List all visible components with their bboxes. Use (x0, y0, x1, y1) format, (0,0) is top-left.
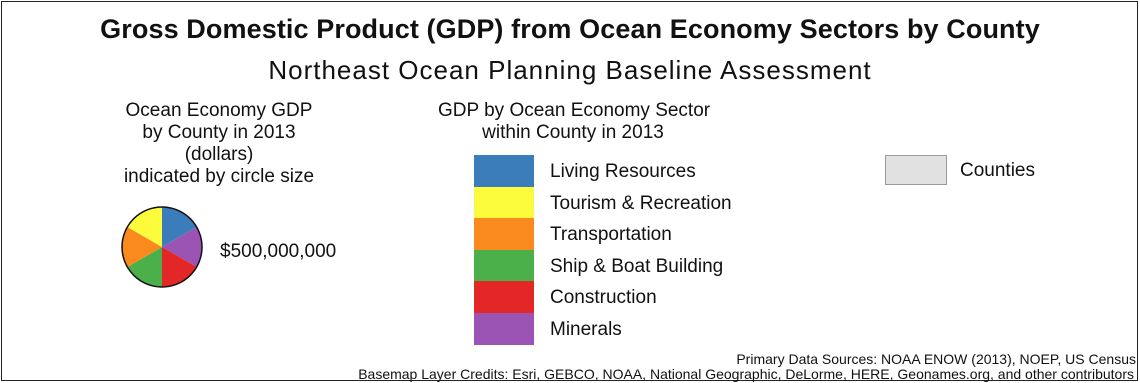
sector-label: Transportation (550, 224, 672, 245)
transportation-swatch (474, 218, 534, 250)
pie-wedge (162, 227, 202, 267)
counties-label: Counties (960, 160, 1035, 181)
sector-legend-line: within County in 2013 (482, 122, 664, 143)
pie-wedge (122, 227, 162, 267)
construction-swatch (474, 281, 534, 313)
sector-label: Construction (550, 287, 657, 308)
size-legend-line: Ocean Economy GDP (125, 100, 313, 121)
sector-label: Living Resources (550, 161, 696, 182)
counties-swatch (885, 155, 947, 185)
data-sources-text: Primary Data Sources: NOAA ENOW (2013), … (736, 351, 1136, 367)
sector-label: Ship & Boat Building (550, 255, 724, 277)
pie-outline (121, 206, 203, 288)
size-legend-line: by County in 2013 (142, 122, 296, 143)
size-legend-line: (dollars) (184, 144, 254, 165)
size-legend-pie-icon (121, 206, 203, 288)
map-title: Gross Domestic Product (GDP) from Ocean … (100, 14, 1040, 44)
size-legend-value: $500,000,000 (220, 241, 337, 262)
sector-legend-title: GDP by Ocean Economy Sector within Count… (438, 100, 711, 144)
tourism-recreation-swatch (474, 186, 534, 219)
ship-boat-building-swatch (474, 249, 534, 282)
basemap-credits-text: Basemap Layer Credits: Esri, GEBCO, NOAA… (358, 366, 1134, 382)
sector-label: Tourism & Recreation (550, 192, 732, 214)
minerals-swatch (474, 312, 534, 345)
size-legend-line: indicated by circle size (123, 166, 315, 187)
map-subtitle: Northeast Ocean Planning Baseline Assess… (268, 55, 872, 85)
size-legend-title: Ocean Economy GDP by County in 2013 (dol… (94, 100, 344, 188)
sector-legend-line: GDP by Ocean Economy Sector (438, 100, 711, 121)
sector-label: Minerals (550, 318, 622, 340)
living-resources-swatch (474, 155, 534, 187)
